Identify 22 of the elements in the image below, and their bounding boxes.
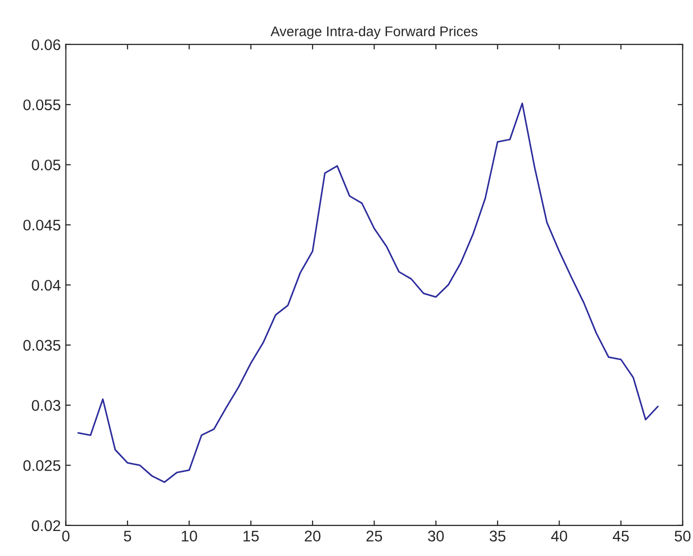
- x-tick-label: 20: [304, 530, 320, 542]
- x-tick-label: 30: [428, 530, 444, 542]
- y-tick-label: 0.04: [32, 280, 61, 291]
- y-tick-label: 0.025: [23, 460, 60, 471]
- line-series: [77, 102, 659, 483]
- x-tick-label: 10: [182, 530, 198, 542]
- x-tick-label: 50: [674, 530, 691, 542]
- x-tick-label: 45: [612, 530, 629, 542]
- y-tick-label: 0.055: [23, 99, 60, 110]
- x-tick-label: 35: [490, 530, 506, 542]
- y-tick-label: 0.05: [32, 160, 60, 170]
- chart-title: Average Intra-day Forward Prices: [270, 26, 478, 40]
- y-tick-label: 0.02: [32, 520, 60, 532]
- y-tick-label: 0.035: [23, 340, 60, 351]
- y-tick-label: 0.06: [32, 39, 60, 50]
- x-tick-label: 5: [124, 530, 132, 542]
- y-tick-label: 0.045: [23, 220, 60, 231]
- x-tick-label: 40: [551, 530, 568, 542]
- x-tick-label: 25: [366, 530, 382, 542]
- x-tick-label: 15: [244, 530, 259, 542]
- x-tick-label: 0: [62, 530, 70, 542]
- y-tick-label: 0.03: [32, 400, 60, 411]
